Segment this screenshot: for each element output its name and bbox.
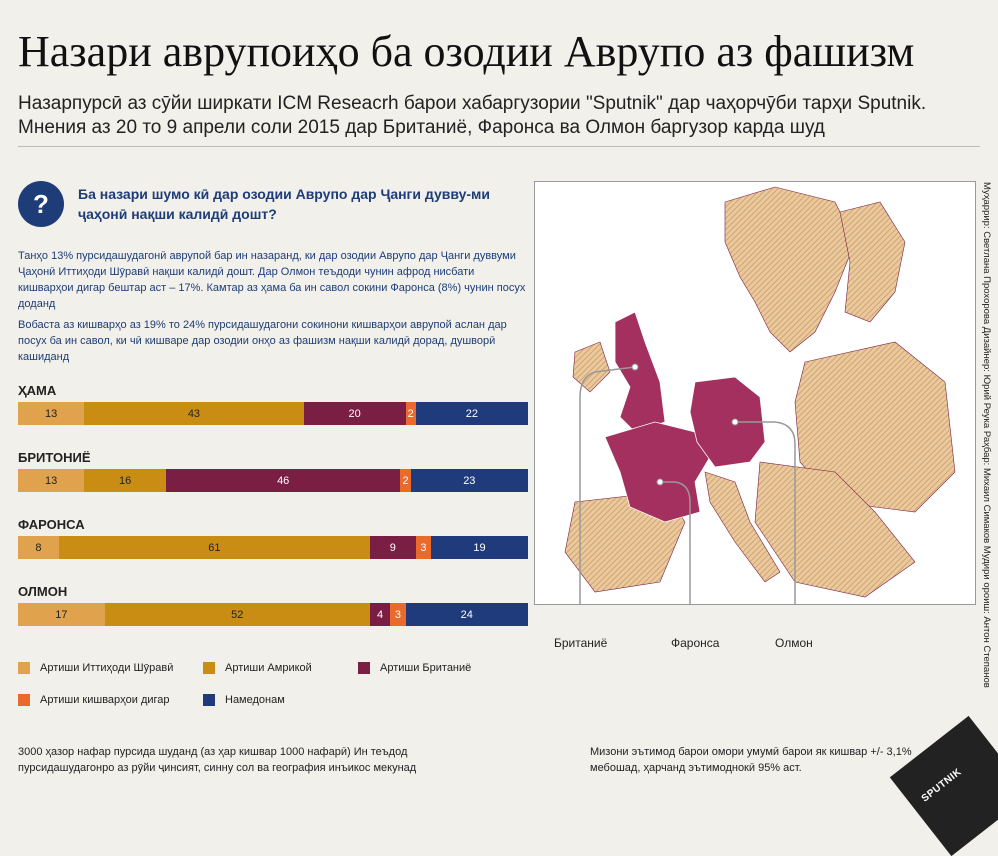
legend-label: Артиши Амрикой [225, 662, 312, 674]
legend-label: Артиши кишварҳои дигар [40, 694, 170, 706]
legend-swatch [203, 694, 215, 706]
category-label: ОЛМОН [18, 584, 68, 599]
footnote-left: 3000 ҳазор нафар пурсида шуданд (аз ҳар … [18, 746, 417, 774]
map-label-france: Фаронса [671, 636, 720, 650]
bar-segment: 17 [18, 603, 105, 626]
bar-segment: 3 [390, 603, 406, 626]
bar-segment: 9 [369, 536, 416, 559]
legend-item: Артиши кишварҳои дигар [18, 694, 170, 706]
germany-shape [689, 376, 766, 468]
finland-shape [839, 201, 906, 323]
category-label: БРИТОНИЁ [18, 450, 91, 465]
stacked-bar: 17 52 4 3 24 [18, 603, 528, 626]
bar-segment: 23 [410, 469, 528, 492]
divider [18, 146, 980, 147]
bar-segment: 43 [84, 402, 304, 425]
bar-segment: 3 [415, 536, 432, 559]
page-title: Назари аврупоиҳо ба озодии Аврупо аз фаш… [18, 27, 915, 76]
bar-segment: 13 [18, 469, 85, 492]
europe-map-svg [564, 186, 956, 604]
uk-shape [614, 311, 666, 433]
category-label: ФАРОНСА [18, 517, 85, 532]
legend-label: Намедонам [225, 694, 285, 706]
legend-swatch [18, 662, 30, 674]
ireland-shape [572, 341, 611, 393]
legend-swatch [18, 694, 30, 706]
bar-segment: 46 [165, 469, 401, 492]
map-label-germany: Олмон [775, 636, 813, 650]
paragraph-2: Вобаста аз кишварҳо аз 19% то 24% пурсид… [18, 319, 507, 363]
paragraph-1: Танҳо 13% пурсидашудагонӣ аврупой бар ин… [18, 250, 526, 310]
bar-segment: 20 [303, 402, 406, 425]
bar-segment: 8 [18, 536, 59, 559]
legend-label: Артиши Британиё [380, 662, 472, 674]
question-text: Ба назари шумо кӣ дар озодии Аврупо дар … [78, 186, 491, 222]
legend-item: Намедонам [203, 694, 285, 706]
subtitle: Назарпурсӣ аз сӯйи ширкати ICM Reseacrh … [18, 93, 927, 138]
europe-map [534, 181, 976, 605]
legend-item: Артиши Иттиҳоди Шӯравӣ [18, 662, 173, 674]
legend-item: Артиши Амрикой [203, 662, 312, 674]
bar-segment: 22 [415, 402, 528, 425]
stacked-bar: 13 16 46 2 23 [18, 469, 528, 492]
bar-segment: 52 [104, 603, 370, 626]
legend-swatch [203, 662, 215, 674]
eastern-europe-shape [794, 341, 956, 513]
bar-segment: 61 [58, 536, 370, 559]
legend-label: Артиши Иттиҳоди Шӯравӣ [40, 662, 174, 674]
bar-segment: 4 [369, 603, 391, 626]
bar-segment: 2 [405, 402, 416, 425]
legend-item: Артиши Британиё [358, 662, 471, 674]
bar-segment: 24 [405, 603, 528, 626]
legend-swatch [358, 662, 370, 674]
bar-segment: 2 [400, 469, 411, 492]
map-label-uk: Британиё [554, 636, 608, 650]
bar-segment: 19 [431, 536, 528, 559]
france-shape [604, 421, 711, 523]
scandinavia-shape [724, 186, 856, 353]
italy-shape [704, 471, 781, 583]
stacked-bar: 8 61 9 3 19 [18, 536, 528, 559]
question-icon: ? [18, 181, 64, 227]
stacked-bar: 13 43 20 2 22 [18, 402, 528, 425]
footnote-right: Мизони эътимод барои омори умумӣ барои я… [590, 746, 912, 774]
bar-segment: 13 [18, 402, 85, 425]
credits: Муҳаррир: Светлана Прохорова Дизайнер: Ю… [981, 182, 992, 688]
stacked-bar-chart: ҲАМА 13 43 20 2 22 БРИТОНИЁ 13 16 46 2 23 ФАРОНСА 8 61… [18, 382, 528, 650]
bar-segment: 16 [84, 469, 166, 492]
category-label: ҲАМА [18, 383, 57, 398]
